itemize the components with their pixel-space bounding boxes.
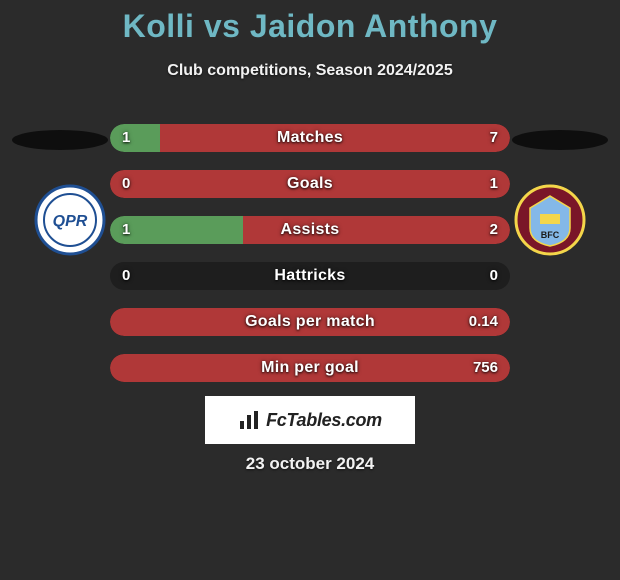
date: 23 october 2024: [0, 454, 620, 474]
svg-text:QPR: QPR: [53, 213, 88, 230]
stat-row: Min per goal756: [110, 354, 510, 382]
burnley-crest-icon: BFC: [514, 184, 586, 256]
svg-text:BFC: BFC: [541, 230, 560, 240]
stat-value-right: 756: [473, 354, 498, 382]
stat-value-right: 1: [490, 170, 498, 198]
left-player-shadow: [12, 130, 108, 150]
left-club-badge: QPR: [28, 178, 112, 262]
stat-value-right: 7: [490, 124, 498, 152]
stat-label: Assists: [110, 216, 510, 244]
title: Kolli vs Jaidon Anthony: [0, 8, 620, 45]
stat-label: Hattricks: [110, 262, 510, 290]
right-player-shadow: [512, 130, 608, 150]
comparison-infographic: Kolli vs Jaidon Anthony Club competition…: [0, 0, 620, 580]
stat-label: Matches: [110, 124, 510, 152]
stat-row: 0Goals1: [110, 170, 510, 198]
stats-rows: 1Matches70Goals11Assists20Hattricks0Goal…: [110, 124, 510, 400]
attribution: FcTables.com: [205, 396, 415, 444]
stat-label: Min per goal: [110, 354, 510, 382]
right-club-badge: BFC: [508, 178, 592, 262]
stat-row: 0Hattricks0: [110, 262, 510, 290]
stat-label: Goals per match: [110, 308, 510, 336]
stat-value-right: 0: [490, 262, 498, 290]
qpr-crest-icon: QPR: [34, 184, 106, 256]
stat-row: 1Assists2: [110, 216, 510, 244]
attribution-text: FcTables.com: [266, 410, 382, 431]
subtitle: Club competitions, Season 2024/2025: [0, 62, 620, 80]
stat-row: Goals per match0.14: [110, 308, 510, 336]
stat-label: Goals: [110, 170, 510, 198]
fctables-logo-icon: [238, 409, 260, 431]
stat-value-right: 2: [490, 216, 498, 244]
stat-value-right: 0.14: [469, 308, 498, 336]
stat-row: 1Matches7: [110, 124, 510, 152]
